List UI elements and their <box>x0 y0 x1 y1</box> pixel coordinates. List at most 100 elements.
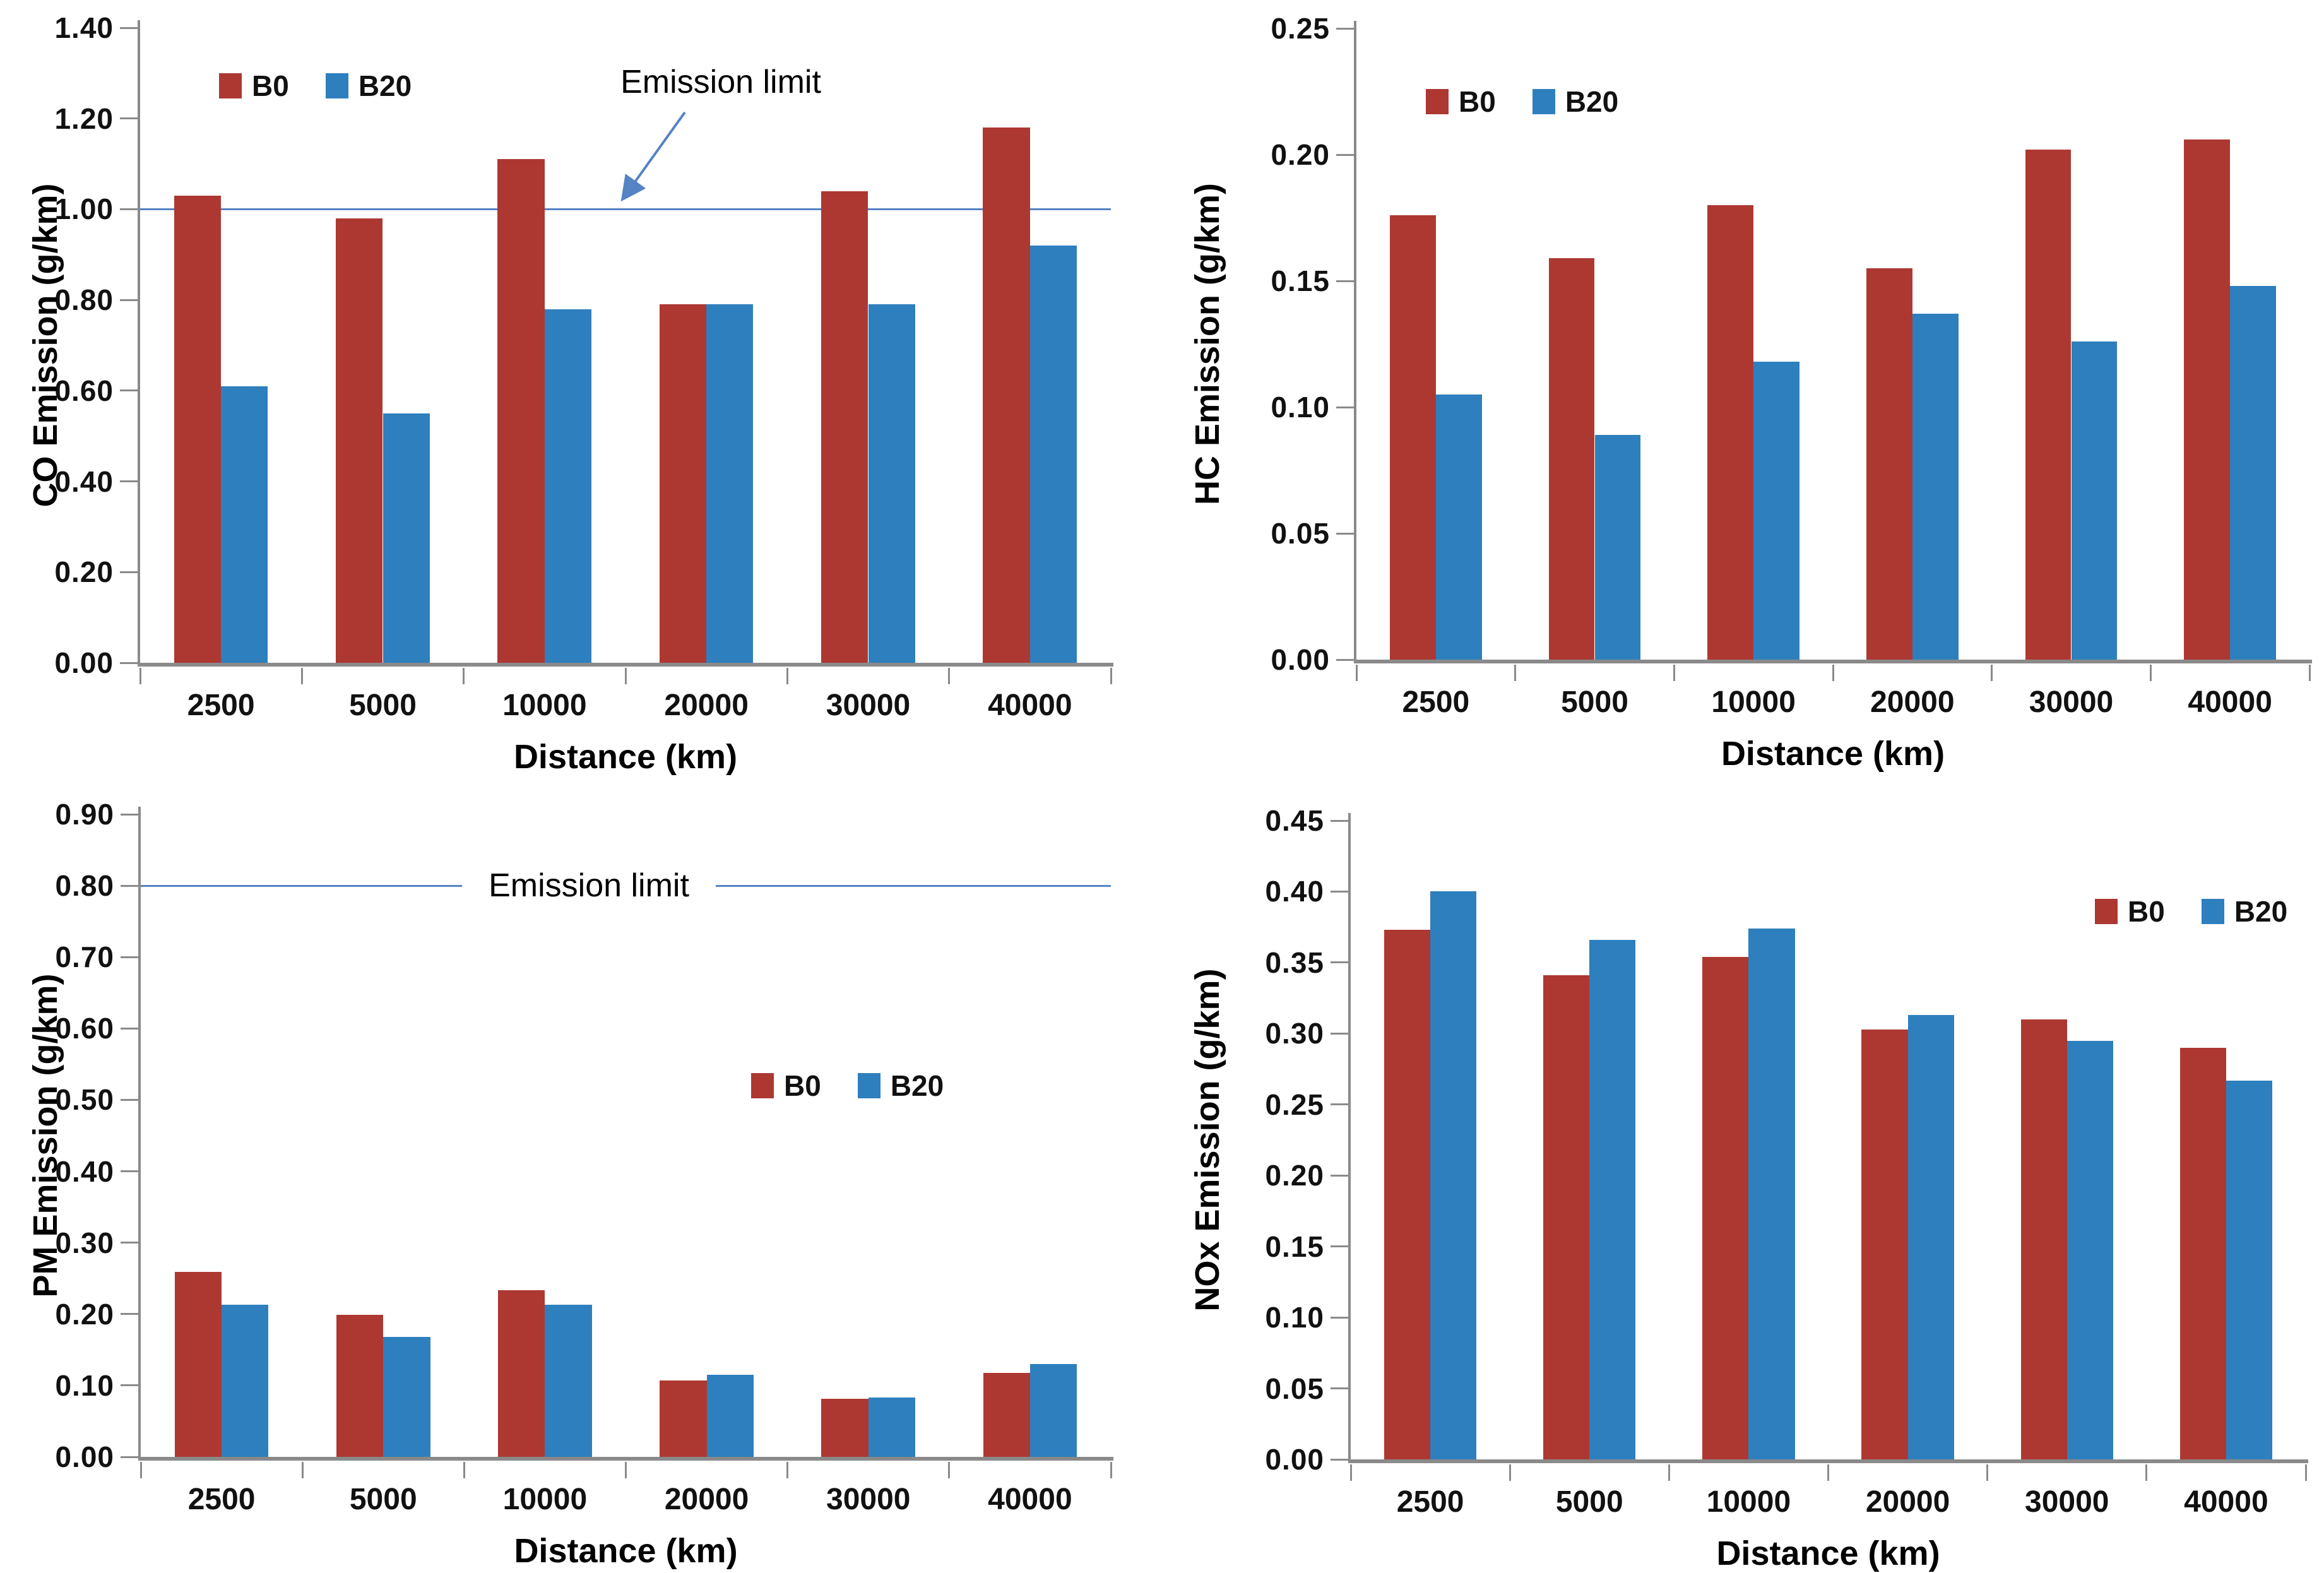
y-tick-mark <box>121 1384 138 1387</box>
y-tick-label: 0.20 <box>1271 138 1330 171</box>
y-tick-label: 0.05 <box>1271 517 1330 550</box>
chart-nox-emission: 0.00 0.05 0.10 0.15 0.20 0.25 0.30 0.35 0.40 0.45… <box>1162 786 2324 1573</box>
x-tick-mark <box>1110 668 1112 684</box>
bar-b0-2500 <box>1389 215 1436 660</box>
chart-hc-emission: 0.00 0.05 0.10 0.15 0.20 0.25 2500 5000 10000 200… <box>1162 0 2324 786</box>
x-tick-label: 40000 <box>988 1483 1072 1516</box>
legend-item-b0: B0 <box>1426 85 1496 118</box>
y-tick-label: 0.00 <box>1265 1443 1324 1476</box>
bar-b0-20000 <box>1861 1029 1908 1459</box>
y-axis-title: PM Emission (g/km) <box>27 973 64 1298</box>
bar-b20-10000 <box>544 309 592 663</box>
y-tick-label: 0.20 <box>55 1297 114 1331</box>
y-tick-label: 0.35 <box>1265 946 1324 979</box>
bar-b0-10000 <box>1707 205 1754 660</box>
y-tick-label: 0.10 <box>1271 391 1330 424</box>
legend-swatch-b0 <box>1426 89 1449 114</box>
bar-b20-40000 <box>2230 286 2277 660</box>
y-tick-mark <box>1331 1316 1348 1319</box>
x-tick-mark <box>301 1462 304 1478</box>
x-tick-mark <box>2149 665 2152 681</box>
y-tick-label: 0.90 <box>55 798 114 831</box>
bar-b0-40000 <box>983 1372 1030 1457</box>
y-tick-mark <box>120 571 138 573</box>
x-tick-mark <box>624 668 627 684</box>
y-tick-label: 1.40 <box>54 11 114 44</box>
y-tick-label: 0.05 <box>1265 1372 1324 1405</box>
y-axis-line <box>138 20 140 663</box>
bar-b20-30000 <box>868 1398 916 1457</box>
x-tick-mark <box>2304 1464 2307 1481</box>
y-tick-mark <box>121 884 138 887</box>
y-tick-label: 0.00 <box>1271 643 1330 676</box>
legend-swatch-b20 <box>1532 89 1555 114</box>
y-tick-mark <box>1336 27 1354 30</box>
bar-b0-40000 <box>983 128 1030 663</box>
legend-item-b20: B20 <box>857 1069 944 1102</box>
y-tick-label: 0.30 <box>1265 1017 1324 1050</box>
x-tick-label: 30000 <box>826 1483 911 1516</box>
x-tick-mark <box>139 668 141 684</box>
bar-b0-2500 <box>174 1272 222 1457</box>
legend-label-b20: B20 <box>358 69 412 102</box>
legend-swatch-b20 <box>2201 899 2224 924</box>
emission-limit-line <box>140 208 1111 210</box>
x-tick-mark <box>463 668 465 684</box>
y-tick-mark <box>120 480 138 483</box>
legend-label-b0: B0 <box>2128 895 2165 928</box>
bar-b0-5000 <box>1548 258 1595 660</box>
x-tick-mark <box>1349 1464 1352 1481</box>
bar-b20-20000 <box>1907 1015 1954 1459</box>
legend-label-b20: B20 <box>890 1069 944 1102</box>
bar-b20-2500 <box>222 1305 269 1457</box>
y-tick-mark <box>1331 819 1348 822</box>
bar-b0-2500 <box>1384 930 1431 1459</box>
y-tick-mark <box>1331 1245 1348 1248</box>
bar-b0-40000 <box>2184 139 2231 660</box>
y-tick-mark <box>1331 961 1348 964</box>
bar-b0-30000 <box>2025 150 2072 660</box>
x-tick-label: 5000 <box>349 689 417 722</box>
y-axis-line <box>1348 813 1351 1459</box>
x-tick-label: 40000 <box>2188 686 2272 719</box>
x-tick-label: 5000 <box>1555 1485 1623 1519</box>
bar-b0-30000 <box>821 1399 869 1457</box>
bar-b0-5000 <box>336 218 383 663</box>
x-tick-label: 20000 <box>664 689 749 722</box>
bar-b20-2500 <box>1430 891 1477 1459</box>
x-axis-title: Distance (km) <box>514 1532 738 1570</box>
y-tick-mark <box>1331 1458 1348 1461</box>
legend: B0 B20 <box>1426 85 1618 118</box>
y-tick-mark <box>120 299 138 301</box>
bar-b20-5000 <box>1589 939 1636 1459</box>
x-tick-label: 10000 <box>502 689 587 722</box>
x-tick-mark <box>1832 665 1834 681</box>
x-tick-mark <box>1355 665 1358 681</box>
x-tick-mark <box>1509 1464 1511 1481</box>
x-tick-label: 30000 <box>2025 1485 2109 1519</box>
y-tick-mark <box>121 1170 138 1173</box>
y-tick-mark <box>120 389 138 392</box>
y-tick-label: 0.25 <box>1271 12 1330 45</box>
y-tick-mark <box>1336 532 1354 535</box>
bar-b20-10000 <box>1748 928 1795 1459</box>
bar-b20-5000 <box>382 413 430 663</box>
bar-b20-2500 <box>221 386 268 663</box>
y-tick-label: 0.40 <box>54 465 114 498</box>
bar-b0-10000 <box>1702 956 1749 1459</box>
y-tick-label: 0.45 <box>1265 804 1324 837</box>
x-tick-label: 30000 <box>826 689 911 722</box>
y-tick-label: 0.80 <box>55 869 114 903</box>
y-tick-label: 0.60 <box>54 374 114 407</box>
y-tick-label: 1.20 <box>54 102 114 135</box>
bar-b20-10000 <box>545 1305 592 1457</box>
bar-b20-5000 <box>1594 435 1641 660</box>
x-axis-line <box>1354 660 2312 663</box>
legend-label-b0: B0 <box>1459 85 1496 118</box>
y-axis-line <box>138 807 141 1457</box>
bar-b20-20000 <box>1912 314 1959 660</box>
bar-b0-20000 <box>1866 268 1912 660</box>
bar-b0-10000 <box>498 1290 545 1457</box>
bar-b0-2500 <box>174 195 222 663</box>
